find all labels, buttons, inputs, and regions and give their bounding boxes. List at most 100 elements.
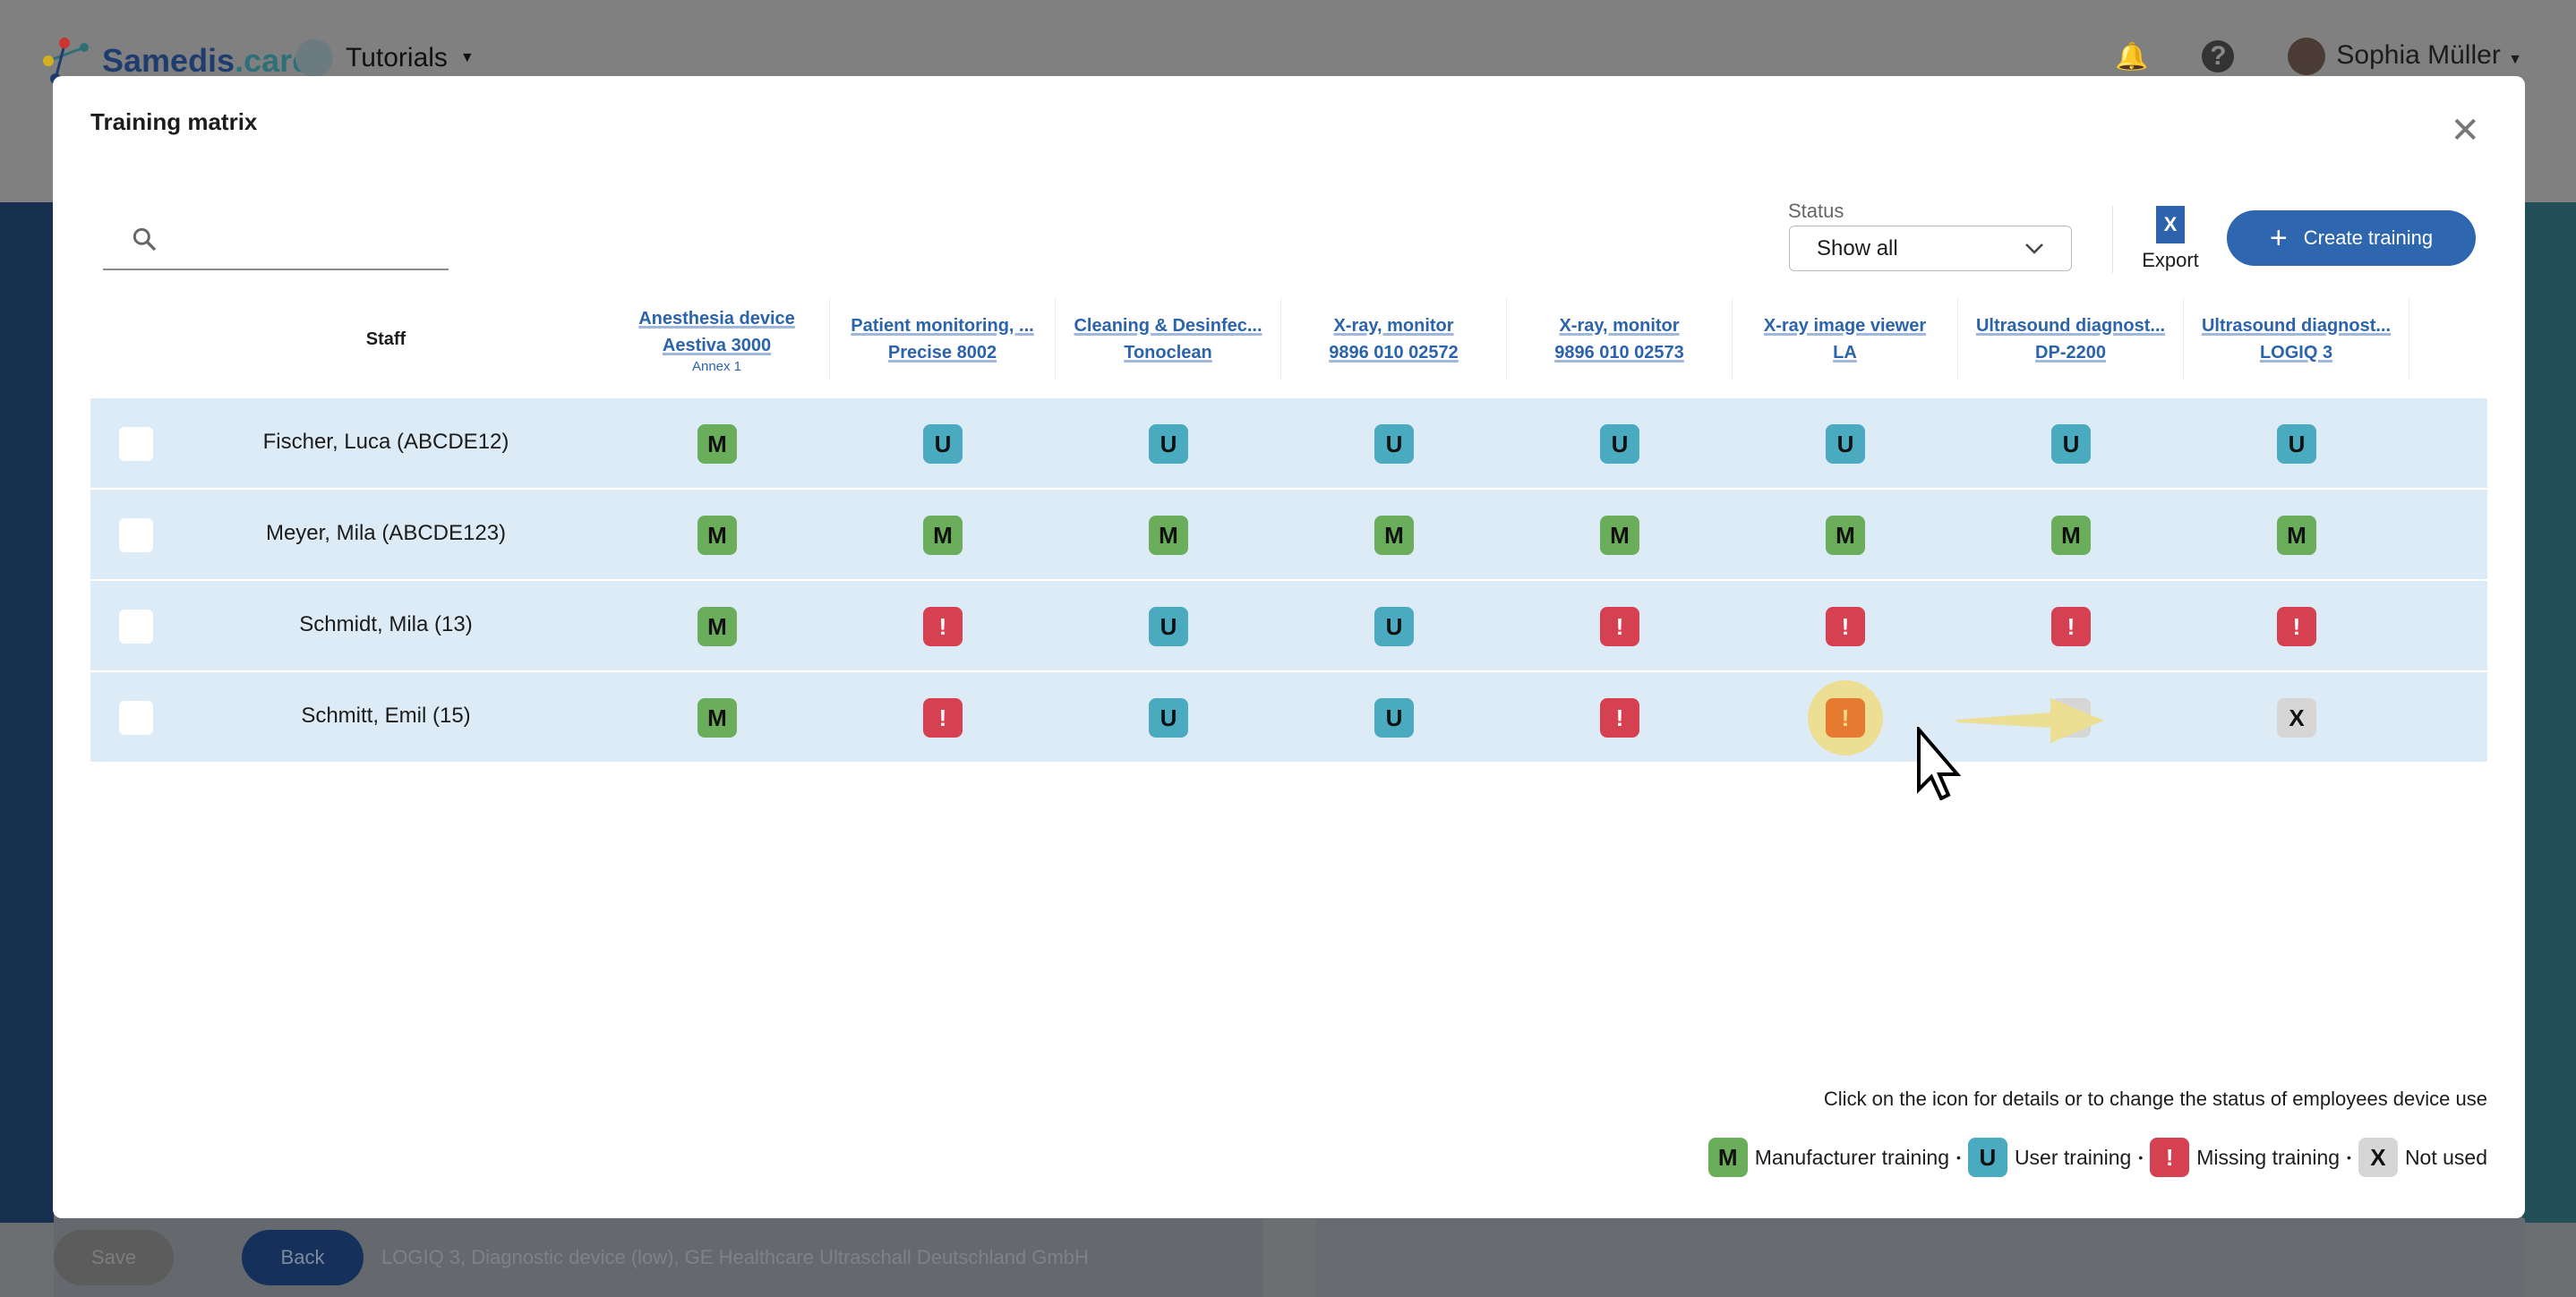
device-model-link[interactable]: LOGIQ 3 [2259, 343, 2333, 363]
legend-badge: U [1967, 1138, 2007, 1177]
training-status-badge[interactable]: ! [1600, 698, 1639, 738]
training-status-badge[interactable]: U [1826, 424, 1865, 464]
device-link[interactable]: Ultrasound diagnost... [1975, 316, 2166, 336]
training-status-badge[interactable]: ! [1826, 607, 1865, 646]
legend-badge: M [1707, 1138, 1748, 1177]
column-header-device: Patient monitoring, ... Precise 8002 [830, 298, 1056, 380]
row-checkbox[interactable] [119, 610, 153, 644]
device-link[interactable]: X-ray, monitor [1559, 316, 1680, 336]
device-note: Annex 1 [691, 358, 742, 374]
create-training-button[interactable]: + Create training [2227, 210, 2476, 266]
device-model-link[interactable]: 9896 010 02572 [1329, 343, 1459, 363]
table-row: Fischer, Luca (ABCDE12) M U U U U U U U [90, 398, 2487, 490]
training-status-badge[interactable]: M [1826, 516, 1865, 555]
legend-label: User training [2014, 1145, 2132, 1169]
training-status-badge[interactable]: ! [1826, 698, 1865, 738]
workspace-icon [295, 39, 333, 77]
staff-name: Fischer, Luca (ABCDE12) [262, 430, 509, 454]
training-status-badge[interactable]: U [1600, 424, 1639, 464]
training-status-badge[interactable]: ! [923, 607, 963, 646]
training-status-badge[interactable]: U [1374, 424, 1414, 464]
device-model-link[interactable]: Aestiva 3000 [662, 335, 772, 355]
table-header: Staff Anesthesia device Aestiva 3000 Annex… [90, 298, 2487, 395]
device-link[interactable]: Anesthesia device [638, 308, 795, 329]
workspace-selector[interactable]: Tutorials ▼ [295, 39, 475, 77]
device-model-link[interactable]: 9896 010 02573 [1554, 343, 1684, 363]
legend-label: Not used [2404, 1145, 2487, 1169]
training-status-badge[interactable]: U [1374, 698, 1414, 738]
avatar [2288, 38, 2326, 75]
workspace-label: Tutorials [346, 43, 448, 73]
device-link[interactable]: X-ray, monitor [1333, 316, 1454, 336]
column-header-device: Ultrasound diagnost... LOGIQ 3 [2184, 298, 2409, 380]
column-header-device: X-ray image viewer LA [1733, 298, 1958, 380]
training-status-badge[interactable]: M [1374, 516, 1414, 555]
bell-icon[interactable]: 🔔 [2115, 41, 2149, 72]
device-link[interactable]: Patient monitoring, ... [851, 316, 1034, 336]
staff-name: Schmitt, Emil (15) [301, 704, 471, 728]
device-link[interactable]: X-ray image viewer [1763, 316, 1927, 336]
row-checkbox[interactable] [119, 427, 153, 461]
hint-text: Click on the icon for details or to chan… [1823, 1088, 2487, 1110]
caret-down-icon: ▼ [459, 50, 475, 65]
device-model-link[interactable]: Precise 8002 [887, 343, 997, 363]
search-icon [133, 227, 157, 252]
training-status-badge[interactable]: M [697, 516, 737, 555]
back-button[interactable]: Back [242, 1230, 364, 1285]
dialog-title: Training matrix [90, 108, 258, 135]
training-status-badge[interactable]: M [697, 424, 737, 464]
training-status-badge[interactable]: U [2051, 424, 2091, 464]
training-status-badge[interactable]: M [2277, 516, 2316, 555]
table-row: Meyer, Mila (ABCDE123) M M M M M M M M [90, 490, 2487, 581]
training-status-badge[interactable]: U [1149, 698, 1188, 738]
close-icon[interactable]: ✕ [2450, 111, 2480, 150]
user-name: Sophia Müller [2336, 39, 2501, 70]
training-status-badge[interactable]: M [697, 698, 737, 738]
background-panel [0, 202, 54, 1223]
device-model-link[interactable]: LA [1833, 343, 1857, 363]
training-status-badge[interactable]: ! [2277, 607, 2316, 646]
status-value: Show all [1817, 235, 1898, 260]
row-checkbox[interactable] [119, 518, 153, 552]
device-link[interactable]: Cleaning & Desinfec... [1074, 316, 1262, 336]
training-status-badge[interactable]: U [1149, 424, 1188, 464]
caret-down-icon: ▼ [2508, 51, 2522, 67]
column-header-device: X-ray, monitor 9896 010 02572 [1281, 298, 1507, 380]
user-menu[interactable]: Sophia Müller ▼ [2288, 38, 2522, 75]
device-model-link[interactable]: Tonoclean [1124, 343, 1212, 363]
row-checkbox[interactable] [119, 701, 153, 735]
training-status-badge[interactable]: ! [923, 698, 963, 738]
logo[interactable]: Samedis.care [39, 34, 310, 88]
training-status-badge[interactable]: X [2277, 698, 2316, 738]
mouse-cursor-icon [1917, 727, 1961, 800]
legend-badge: X [2358, 1138, 2398, 1177]
legend-separator: • [2138, 1150, 2144, 1165]
training-status-badge[interactable]: ! [1600, 607, 1639, 646]
status-select[interactable]: Show all [1789, 226, 2072, 271]
training-status-badge[interactable]: ! [2051, 607, 2091, 646]
background-footer [1316, 1218, 2525, 1297]
help-icon[interactable]: ? [2202, 40, 2235, 73]
training-status-badge[interactable]: U [923, 424, 963, 464]
device-link[interactable]: Ultrasound diagnost... [2201, 316, 2392, 336]
training-status-badge[interactable]: U [1149, 607, 1188, 646]
legend: M Manufacturer training • U User training •! M… [1707, 1138, 2487, 1177]
training-status-badge[interactable]: U [1374, 607, 1414, 646]
annotation-arrow [1956, 698, 2104, 743]
table-row: Schmidt, Mila (13) M! U U!!!! [90, 581, 2487, 672]
training-status-badge[interactable]: M [1149, 516, 1188, 555]
export-button[interactable]: X Export [2139, 206, 2202, 272]
training-status-badge[interactable]: M [1600, 516, 1639, 555]
device-model-link[interactable]: DP-2200 [2035, 343, 2106, 363]
staff-name: Meyer, Mila (ABCDE123) [265, 521, 507, 545]
save-button[interactable]: Save [54, 1230, 174, 1285]
search-input[interactable] [103, 210, 449, 270]
staff-name: Schmidt, Mila (13) [299, 612, 473, 636]
legend-separator: • [2347, 1150, 2351, 1165]
training-status-badge[interactable]: M [697, 607, 737, 646]
training-status-badge[interactable]: U [2277, 424, 2316, 464]
excel-file-icon: X [2156, 206, 2185, 243]
training-status-badge[interactable]: M [2051, 516, 2091, 555]
training-status-badge[interactable]: M [923, 516, 963, 555]
legend-separator: • [1956, 1150, 1961, 1165]
